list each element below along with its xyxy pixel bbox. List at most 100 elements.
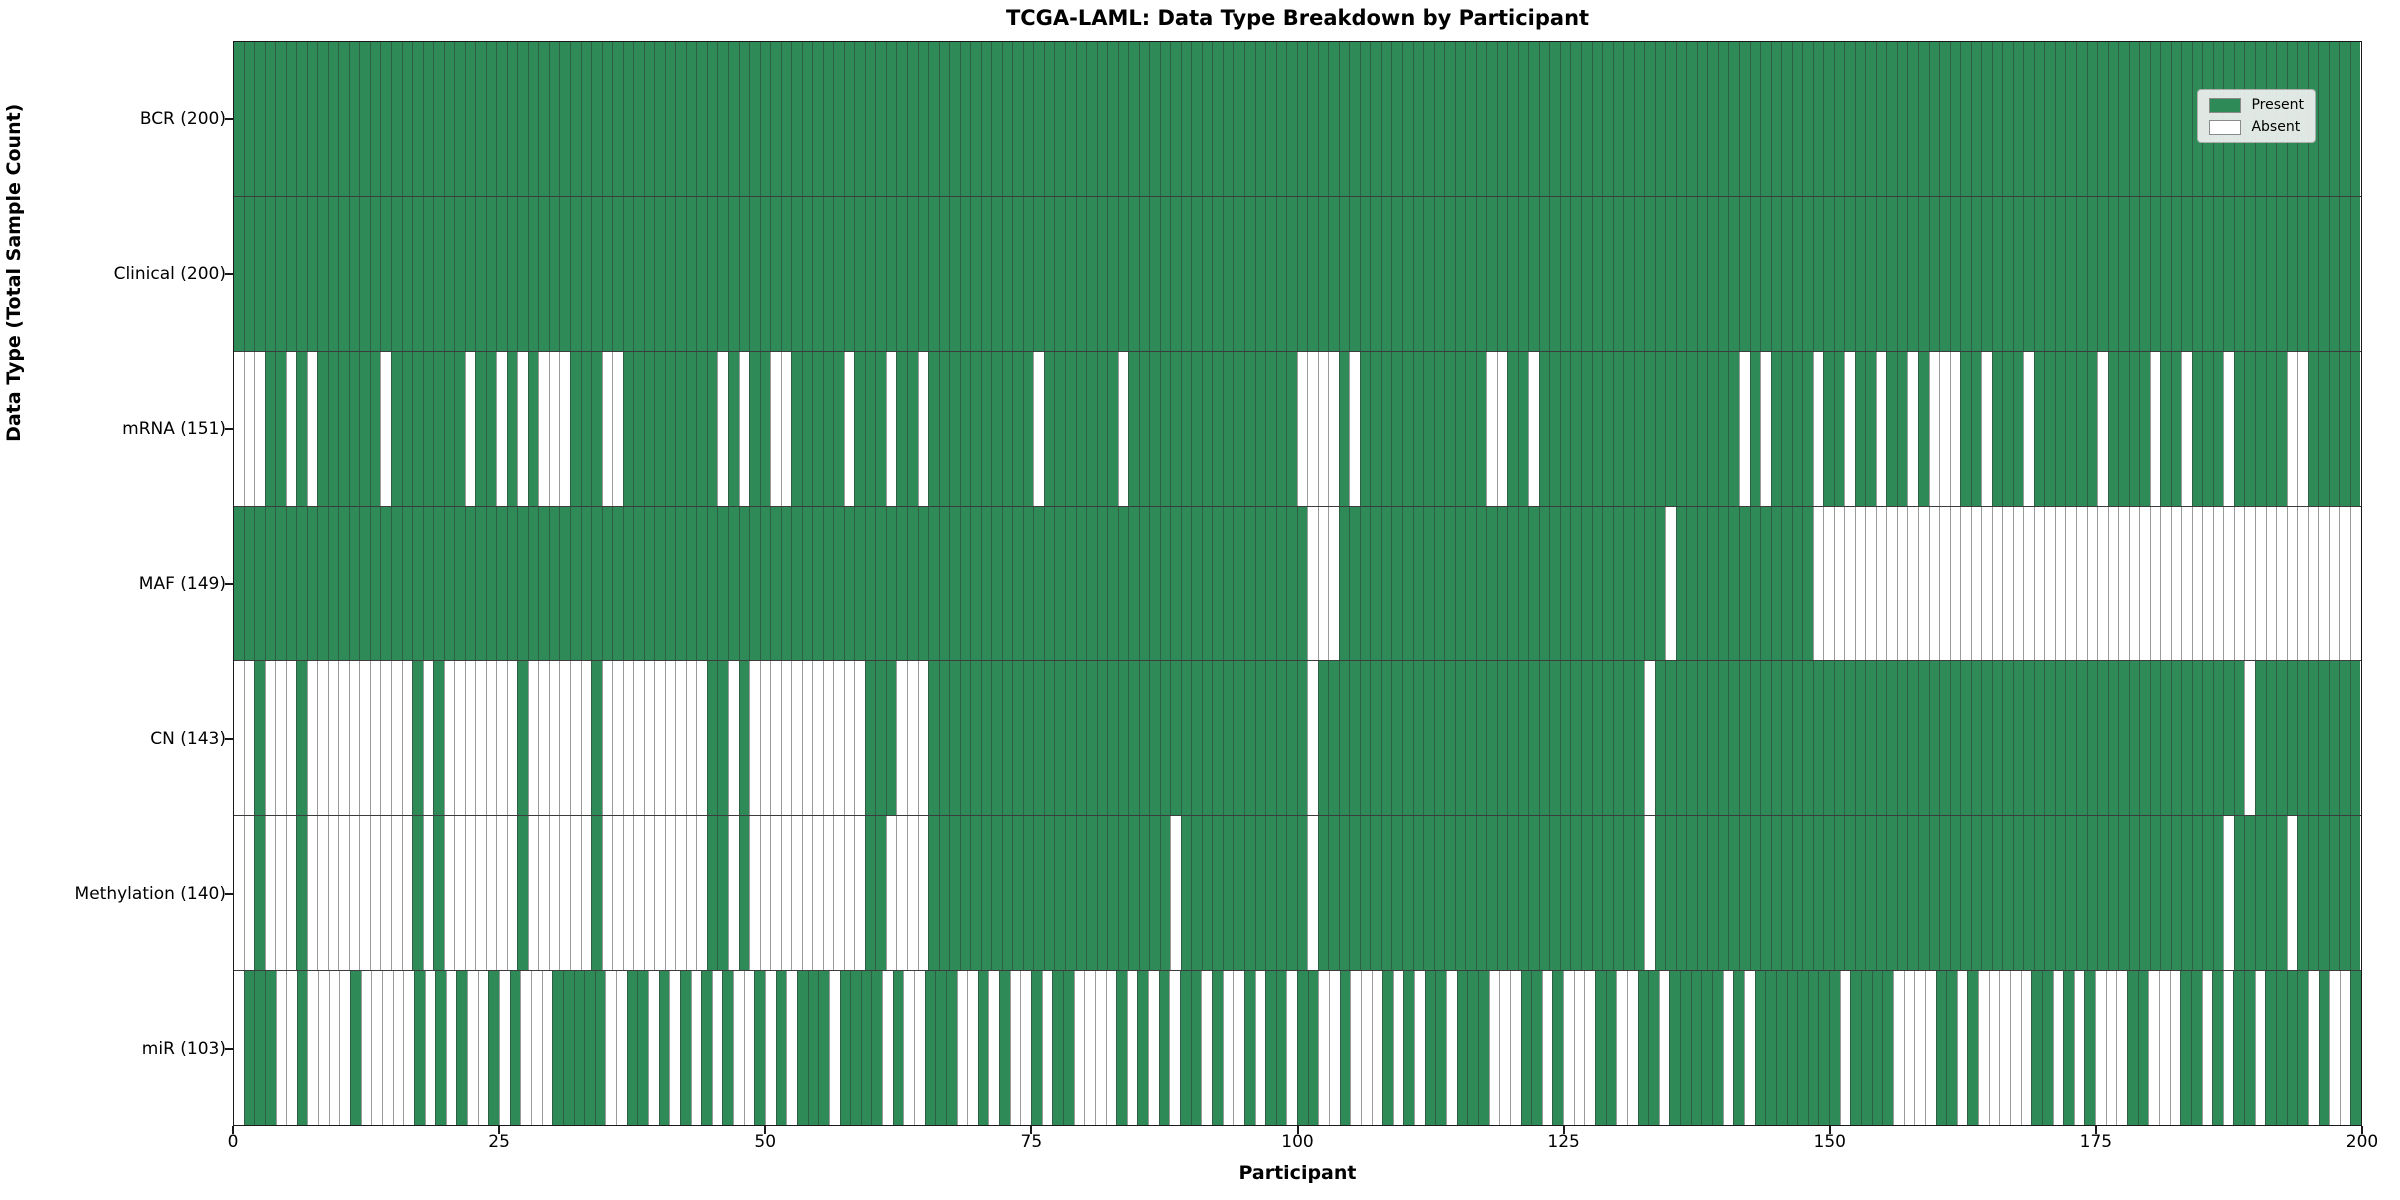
heatmap-cell xyxy=(1949,196,1961,351)
heatmap-cell xyxy=(1170,351,1181,506)
heatmap-cell xyxy=(1012,42,1023,196)
heatmap-cell xyxy=(2086,42,2098,196)
heatmap-cell xyxy=(2033,42,2045,196)
heatmap-cell xyxy=(1433,196,1445,351)
heatmap-cell xyxy=(1477,971,1489,1126)
heatmap-cell xyxy=(1254,506,1266,661)
heatmap-cell xyxy=(496,42,507,196)
heatmap-cell xyxy=(770,351,781,506)
heatmap-cell xyxy=(601,351,613,506)
heatmap-cell xyxy=(980,816,992,971)
heatmap-cell xyxy=(1201,816,1213,971)
heatmap-cell xyxy=(317,661,328,816)
heatmap-cell xyxy=(1446,971,1457,1126)
heatmap-cell xyxy=(759,816,771,971)
heatmap-cell xyxy=(2201,971,2213,1126)
heatmap-cell xyxy=(949,661,960,816)
heatmap-cell xyxy=(907,506,918,661)
heatmap-cell xyxy=(464,42,476,196)
heatmap-cell xyxy=(1865,661,1876,816)
heatmap-cell xyxy=(1412,196,1424,351)
heatmap-cell xyxy=(1317,506,1329,661)
heatmap-cell xyxy=(991,42,1002,196)
heatmap-cell xyxy=(2139,196,2150,351)
heatmap-cell xyxy=(801,816,813,971)
heatmap-cell xyxy=(1648,971,1659,1126)
heatmap-cell xyxy=(2052,971,2064,1126)
heatmap-cell xyxy=(2265,351,2277,506)
heatmap-cell xyxy=(1509,971,1521,1126)
heatmap-cell xyxy=(696,196,707,351)
heatmap-cell xyxy=(1644,816,1655,971)
heatmap-cell xyxy=(685,661,697,816)
legend-present-label: Present xyxy=(2251,97,2304,113)
heatmap-cell xyxy=(1818,971,1830,1126)
heatmap-cell xyxy=(1412,506,1424,661)
heatmap-cell xyxy=(467,971,478,1126)
heatmap-cell xyxy=(1180,661,1192,816)
heatmap-cell xyxy=(254,971,265,1126)
heatmap-cell xyxy=(2328,506,2340,661)
heatmap-cell xyxy=(717,506,728,661)
heatmap-cell xyxy=(1001,661,1013,816)
heatmap-cell xyxy=(2265,971,2276,1126)
heatmap-cell xyxy=(1602,42,1613,196)
heatmap-cell xyxy=(1159,661,1171,816)
heatmap-cell xyxy=(1712,971,1723,1126)
heatmap-cell xyxy=(1412,661,1424,816)
heatmap-cell xyxy=(2139,42,2150,196)
heatmap-cell xyxy=(924,971,936,1126)
heatmap-cell xyxy=(1033,196,1044,351)
heatmap-cell xyxy=(1359,196,1371,351)
heatmap-cell xyxy=(1423,42,1434,196)
heatmap-cell xyxy=(1623,351,1634,506)
heatmap-cell xyxy=(454,351,465,506)
heatmap-cell xyxy=(1191,506,1202,661)
heatmap-cell xyxy=(2170,661,2182,816)
heatmap-cell xyxy=(1359,42,1371,196)
heatmap-cell xyxy=(485,816,497,971)
heatmap-cell xyxy=(1041,971,1053,1126)
heatmap-cell xyxy=(1338,42,1350,196)
heatmap-cell xyxy=(1401,661,1413,816)
heatmap-cell xyxy=(875,42,886,196)
heatmap-cell xyxy=(791,351,802,506)
heatmap-cell xyxy=(675,816,686,971)
heatmap-cell xyxy=(2307,351,2319,506)
heatmap-cell xyxy=(1563,971,1574,1126)
heatmap-cell xyxy=(1658,971,1670,1126)
heatmap-cell xyxy=(2222,971,2234,1126)
heatmap-cell xyxy=(1212,42,1223,196)
heatmap-cell xyxy=(854,661,865,816)
heatmap-cell xyxy=(1654,661,1666,816)
heatmap-cell xyxy=(1212,661,1223,816)
heatmap-cell xyxy=(392,971,404,1126)
heatmap-cell xyxy=(2339,42,2350,196)
heatmap-cell xyxy=(306,816,318,971)
heatmap-cell xyxy=(234,506,244,661)
heatmap-cell xyxy=(1654,351,1666,506)
heatmap-cell xyxy=(706,42,718,196)
heatmap-cell xyxy=(1797,971,1808,1126)
y-tick-label: miR (103) xyxy=(141,1038,226,1059)
heatmap-cell xyxy=(1286,42,1297,196)
heatmap-cell xyxy=(2160,816,2171,971)
heatmap-cell xyxy=(422,351,434,506)
heatmap-cell xyxy=(1612,661,1624,816)
heatmap-cell xyxy=(1570,351,1581,506)
heatmap-cell xyxy=(570,661,581,816)
heatmap-cell xyxy=(2075,506,2087,661)
heatmap-cell xyxy=(443,196,455,351)
heatmap-cell xyxy=(475,42,486,196)
heatmap-cell xyxy=(1212,506,1223,661)
heatmap-cell xyxy=(1654,42,1666,196)
heatmap-cell xyxy=(938,506,950,661)
heatmap-cell xyxy=(1392,971,1404,1126)
heatmap-cell xyxy=(2244,661,2255,816)
heatmap-cell xyxy=(1031,971,1042,1126)
heatmap-cell xyxy=(1265,351,1276,506)
heatmap-cell xyxy=(591,661,602,816)
heatmap-cell xyxy=(2318,506,2329,661)
heatmap-cell xyxy=(275,971,287,1126)
heatmap-cell xyxy=(1696,816,1708,971)
